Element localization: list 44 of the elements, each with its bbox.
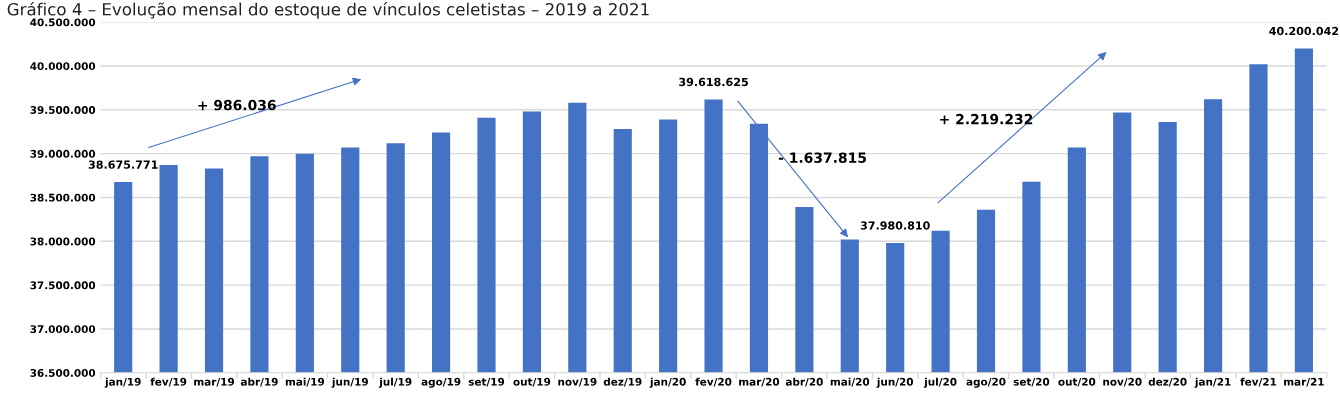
x-tick-label: jan/20 <box>649 377 686 388</box>
x-tick-label: mar/21 <box>1284 377 1324 387</box>
data-label: 37.980.810 <box>860 221 930 230</box>
y-tick-label: 40.500.000 <box>30 18 96 27</box>
x-tick-label: dez/19 <box>603 377 642 387</box>
x-tick-label: out/20 <box>1058 377 1096 387</box>
data-label: 38.675.771 <box>88 160 158 169</box>
y-tick-label: 39.000.000 <box>30 149 96 158</box>
x-tick-label: jul/19 <box>378 377 412 388</box>
x-tick-label: fev/20 <box>695 377 732 387</box>
data-label: 40.200.042 <box>1269 26 1339 36</box>
y-tick-label: 37.500.000 <box>30 281 96 290</box>
x-tick-label: nov/20 <box>1103 377 1142 387</box>
x-tick-label: ago/19 <box>421 377 461 388</box>
annotation: - 1.637.815 <box>778 152 866 163</box>
y-tick-label: 40.000.000 <box>30 62 96 71</box>
y-tick-label: 39.500.000 <box>30 106 96 114</box>
x-tick-label: abr/20 <box>785 377 823 387</box>
y-tick-label: 37.000.000 <box>30 325 96 334</box>
x-tick-label: out/19 <box>513 377 551 387</box>
x-tick-label: abr/19 <box>240 377 278 387</box>
x-tick-label: jan/19 <box>104 377 141 388</box>
data-label: 39.618.625 <box>679 77 748 87</box>
x-tick-label: fev/19 <box>150 377 187 387</box>
x-tick-label: mai/20 <box>830 377 870 387</box>
x-tick-label: mar/20 <box>739 377 780 387</box>
x-tick-label: set/20 <box>1013 377 1050 387</box>
chart-title: Gráfico 4 – Evolução mensal do estoque de vínculos celetistas – 2019 a 2021 <box>7 2 649 19</box>
x-tick-label: fev/21 <box>1240 377 1277 387</box>
y-tick-label: 38.500.000 <box>30 193 96 202</box>
x-tick-label: mar/19 <box>194 377 235 387</box>
x-tick-label: jun/19 <box>331 377 368 388</box>
x-tick-label: mai/19 <box>285 377 325 387</box>
annotation: + 986.036 <box>198 99 276 111</box>
x-tick-label: jan/21 <box>1194 377 1231 388</box>
x-tick-label: nov/19 <box>558 377 597 387</box>
x-tick-label: ago/20 <box>966 377 1006 388</box>
x-tick-label: jul/20 <box>923 377 957 388</box>
x-tick-label: set/19 <box>468 377 505 387</box>
y-tick-label: 38.000.000 <box>30 237 96 246</box>
annotation: + 2.219.232 <box>940 113 1033 125</box>
x-tick-label: dez/20 <box>1148 377 1187 387</box>
x-tick-label: jun/20 <box>876 377 914 388</box>
y-tick-label: 36.500.000 <box>30 369 96 377</box>
